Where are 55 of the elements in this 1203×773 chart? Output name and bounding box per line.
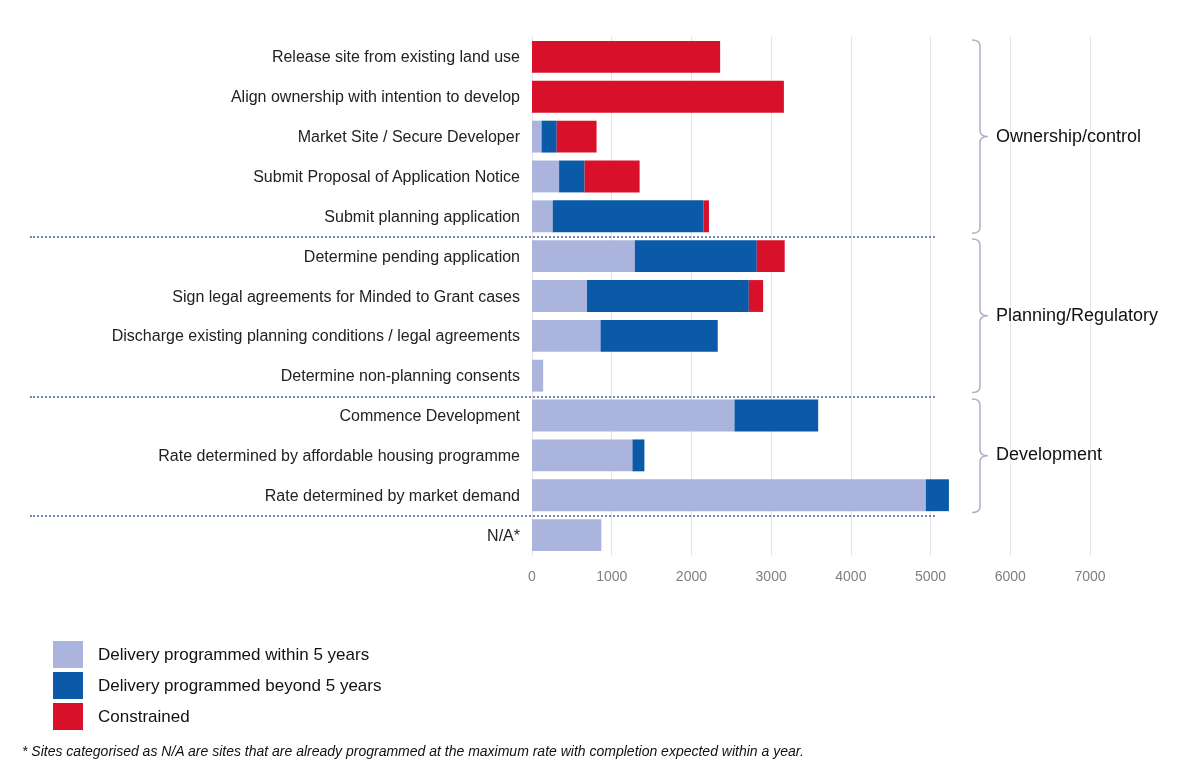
bar [532, 479, 926, 512]
bar [734, 399, 819, 432]
y-tick-label: N/A* [487, 526, 520, 544]
y-tick-label: Release site from existing land use [271, 48, 521, 66]
y-tick-label: Market Site / Secure Developer [297, 128, 521, 146]
annotation: Ownership/control [996, 125, 1142, 147]
y-tick-label: Rate determined by affordable housing programme [158, 446, 521, 464]
bar [532, 80, 784, 113]
x-tick-label: 1000 [596, 568, 628, 584]
bar [756, 240, 785, 273]
bar [587, 280, 749, 312]
bar [634, 240, 757, 273]
bar [532, 40, 721, 73]
bar [532, 439, 633, 472]
legend-label: Delivery programmed within 5 years [98, 645, 370, 664]
bar [532, 399, 735, 432]
bar [541, 120, 557, 153]
y-tick-label: Rate determined by market demand [264, 486, 520, 504]
annotation: Planning/Regulatory [996, 304, 1159, 326]
bar [532, 319, 601, 352]
bar [532, 240, 635, 273]
bar [925, 479, 949, 512]
y-tick-label: Submit planning application [324, 207, 520, 225]
bar [532, 359, 544, 392]
y-tick-label: Determine non-planning consents [280, 367, 520, 385]
bar [532, 120, 542, 153]
bar [559, 160, 585, 193]
x-tick-label: 3000 [755, 568, 787, 584]
y-tick-label: Sign legal agreements for Minded to Grant cases [172, 287, 520, 305]
y-tick-label: Discharge existing planning conditions / legal agreements [111, 327, 520, 345]
bar [532, 519, 602, 552]
bar [532, 200, 553, 233]
bar [600, 319, 718, 352]
y-tick-label: Commence Development [339, 407, 521, 425]
bar [556, 120, 597, 153]
legend-label: Constrained [98, 707, 190, 726]
bar [748, 280, 764, 312]
bar [632, 439, 645, 472]
x-tick-label: 4000 [835, 568, 867, 584]
y-tick-label: Submit Proposal of Application Notice [253, 167, 521, 185]
bar [532, 160, 560, 193]
annotation: Development [996, 444, 1103, 466]
x-tick-label: 5000 [914, 568, 947, 584]
x-tick-label: 0 [528, 568, 537, 584]
text: * Sites categorised as N/A are sites that are already programmed at the maximum rate with completion expected within a year. [22, 743, 804, 759]
y-tick-label: Determine pending application [303, 247, 520, 265]
x-tick-label: 7000 [1074, 568, 1106, 584]
x-tick-label: 2000 [675, 568, 708, 584]
bar [532, 280, 587, 312]
bar [703, 200, 709, 233]
x-tick-label: 6000 [994, 568, 1027, 584]
legend-label: Delivery programmed beyond 5 years [98, 676, 382, 695]
y-tick-label: Align ownership with intention to develop [230, 88, 521, 106]
bar [552, 200, 704, 233]
bar [584, 160, 640, 193]
